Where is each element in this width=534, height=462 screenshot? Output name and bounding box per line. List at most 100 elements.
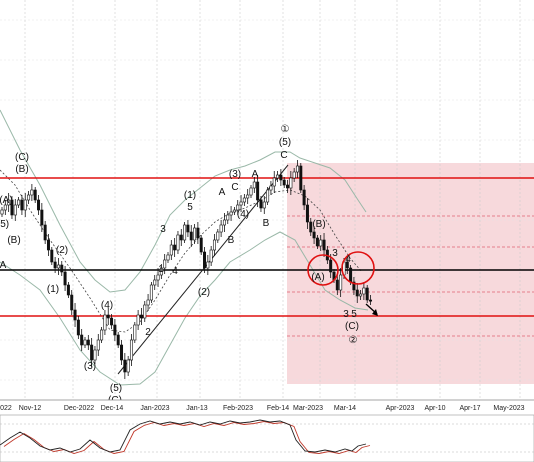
candle-body-81 [269, 185, 273, 191]
wave-label-7: (2) [56, 245, 68, 256]
candle-body-95 [315, 237, 319, 247]
candle-body-92 [305, 204, 309, 223]
candle-body-33 [110, 317, 114, 326]
candle-body-26 [86, 339, 90, 346]
candle-body-101 [335, 279, 339, 291]
projection-arrowhead [372, 309, 378, 316]
candle-body-55 [183, 224, 187, 241]
wave-label-34: 5 [351, 309, 357, 320]
wave-label-32: 4 [345, 254, 351, 265]
x-tick-label-6: Feb-2023 [223, 405, 253, 412]
candle-body-45 [149, 284, 153, 301]
candle-body-18 [60, 264, 64, 273]
candle-body-80 [266, 189, 270, 203]
candle-body-60 [199, 237, 203, 253]
candle-body-102 [339, 274, 343, 291]
candle-body-2 [7, 199, 11, 206]
wave-label-25: B [263, 218, 270, 229]
wave-label-10: (5) [110, 383, 122, 394]
candle-body-94 [312, 231, 316, 239]
oscillator-k-line [0, 419, 367, 453]
wave-label-31: 3 [332, 248, 338, 259]
circle-highlight-a [307, 254, 339, 286]
candle-body-35 [116, 334, 120, 346]
wave-label-29: (B) [312, 219, 325, 230]
candle-body-21 [70, 294, 74, 311]
candle-body-6 [20, 199, 24, 211]
candle-body-42 [139, 314, 143, 319]
candle-body-51 [169, 244, 173, 256]
candle-body-85 [282, 179, 286, 186]
candle-body-79 [262, 201, 266, 209]
candle-body-53 [176, 234, 180, 251]
candle-body-50 [166, 254, 170, 261]
candle-body-106 [352, 281, 356, 291]
candle-body-47 [156, 274, 160, 281]
wave-label-30: (A) [311, 272, 324, 283]
candle-body-111 [369, 299, 373, 302]
wave-label-14: 3 [160, 224, 166, 235]
candle-body-22 [73, 309, 77, 321]
wave-label-3: (C) [15, 152, 29, 163]
wave-label-36: ② [349, 335, 358, 346]
bollinger-upper [0, 109, 367, 293]
candle-body-73 [242, 197, 246, 203]
candle-body-48 [159, 267, 163, 276]
candle-body-110 [365, 287, 369, 301]
candle-body-99 [329, 259, 333, 273]
candle-body-46 [153, 279, 157, 286]
candle-body-69 [229, 211, 233, 216]
candle-body-83 [276, 174, 280, 179]
candle-body-19 [63, 271, 67, 286]
candle-body-63 [209, 249, 213, 263]
candle-body-86 [286, 184, 290, 189]
candle-body-13 [43, 224, 47, 241]
x-tick-label-3: Dec-14 [101, 405, 124, 412]
candle-body-27 [90, 344, 94, 361]
candle-body-1 [3, 204, 7, 211]
candle-body-90 [299, 165, 303, 191]
candle-body-25 [83, 339, 87, 346]
candle-body-4 [13, 204, 17, 216]
wave-label-23: C [231, 182, 238, 193]
wave-label-8: (3) [84, 361, 96, 372]
candle-body-23 [76, 319, 80, 336]
bollinger-bands [0, 109, 369, 386]
candle-body-82 [272, 177, 276, 187]
wave-label-15: 4 [172, 266, 178, 277]
circle-highlight-b [341, 251, 375, 285]
candle-body-109 [362, 287, 366, 295]
candle-body-72 [239, 201, 243, 206]
candle-body-75 [249, 187, 253, 196]
candle-body-88 [292, 171, 296, 179]
candle-body-3 [10, 199, 14, 216]
x-tick-label-10: Apr-2023 [386, 405, 415, 412]
x-tick-label-4: Jan-2023 [140, 405, 169, 412]
oscillator-pane [0, 414, 534, 462]
wave-label-16: 5 [187, 202, 193, 213]
x-axis-ticks: 2022 Nov-12 Dec-2022 Dec-14 Jan-2023 Jan-13 Fe… [0, 405, 525, 412]
candle-body-78 [259, 199, 263, 209]
candle-body-49 [163, 259, 167, 269]
candle-body-87 [289, 177, 293, 189]
wave-label-20: (4) [237, 209, 249, 220]
bollinger-lower [0, 231, 369, 386]
candle-body-54 [179, 234, 183, 241]
wave-label-5: (B) [15, 164, 28, 175]
candle-body-17 [56, 264, 60, 269]
candle-body-61 [203, 251, 207, 269]
x-tick-label-1: Nov-12 [19, 405, 42, 412]
candle-body-44 [146, 299, 150, 306]
candle-body-5 [17, 199, 21, 206]
candle-body-58 [193, 227, 197, 241]
wave-label-0: (A) [0, 195, 13, 206]
candle-body-37 [123, 359, 127, 373]
wave-label-9: (4) [101, 300, 113, 311]
wave-label-17: (1) [184, 190, 196, 201]
candle-body-91 [302, 189, 306, 206]
wave-label-26: ① [281, 124, 290, 135]
wave-label-2: (B) [7, 235, 20, 246]
wave-label-12: 1 [158, 264, 164, 275]
candle-body-34 [113, 324, 117, 336]
wave-label-28: C [280, 150, 287, 161]
